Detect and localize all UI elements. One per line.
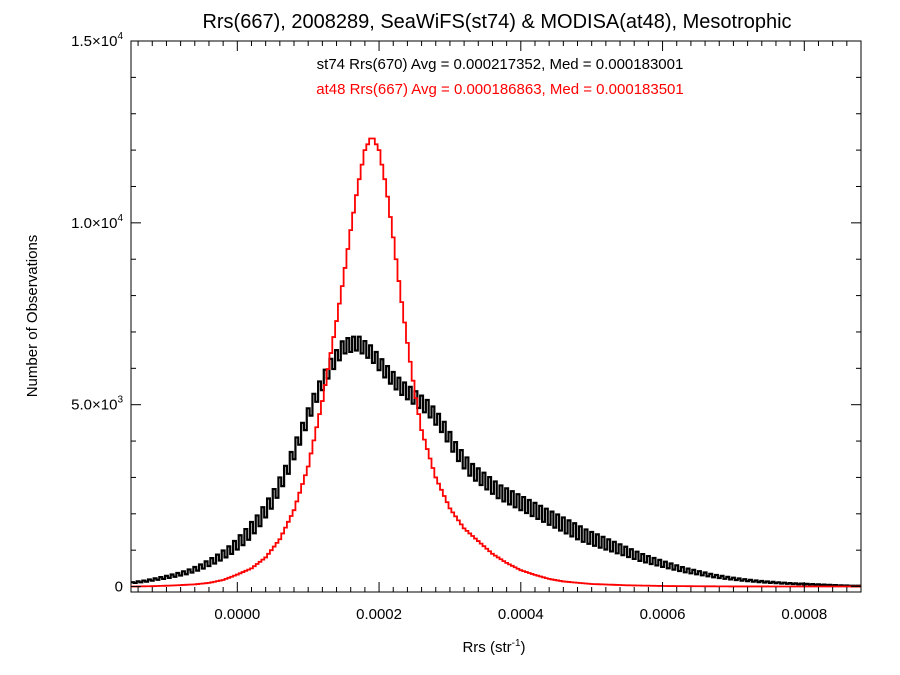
x-axis-label: Rrs (str-1) (462, 638, 525, 656)
y-tick-label: 1.5×104 (71, 31, 123, 50)
series-line-1 (131, 335, 861, 588)
plot-border (130, 40, 862, 593)
y-tick-label: 1.0×104 (71, 213, 123, 232)
x-tick-label: 0.0004 (498, 606, 544, 623)
y-axis-label: Number of Observations (24, 235, 41, 398)
x-tick-label: 0.0008 (781, 606, 827, 623)
y-tick-label: 0 (115, 579, 123, 596)
x-tick-label: 0.0000 (214, 606, 260, 623)
plot-frame (130, 40, 862, 593)
x-tick-label: 0.0006 (640, 606, 686, 623)
y-tick-label: 5.0×103 (71, 395, 123, 414)
ticks-layer: 0.0000 0.0002 0.0004 0.0006 0.0008 0 5.0×103 1.… (71, 31, 862, 623)
series-line-2 (131, 137, 861, 588)
chart-title: Rrs(667), 2008289, SeaWiFS(st74) & MODIS… (202, 11, 791, 33)
x-tick-label: 0.0002 (356, 606, 402, 623)
annotation-at48: at48 Rrs(667) Avg = 0.000186863, Med = 0… (316, 81, 684, 98)
annotation-st74: st74 Rrs(670) Avg = 0.000217352, Med = 0… (317, 56, 684, 73)
series-layer (131, 137, 861, 588)
